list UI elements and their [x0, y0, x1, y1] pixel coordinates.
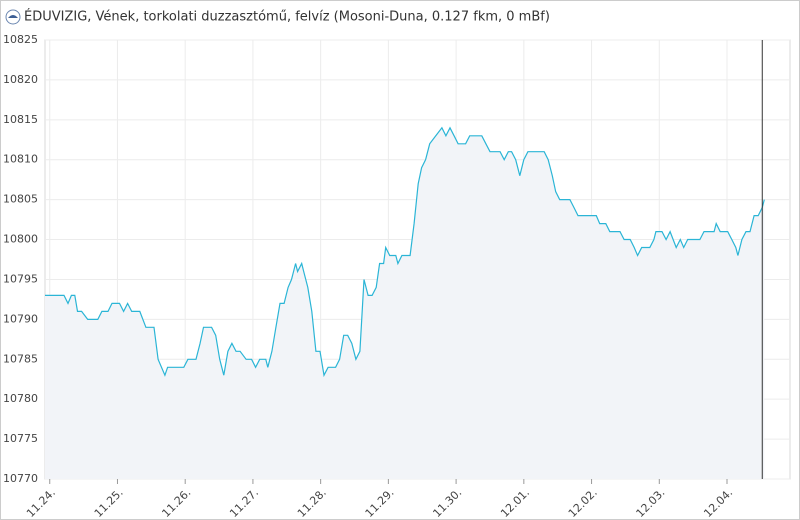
- line: [45, 126, 765, 378]
- y-tick-label: 10820: [3, 73, 38, 86]
- y-tick-label: 10800: [3, 233, 38, 246]
- y-tick-label: 10805: [3, 193, 38, 206]
- y-tick-label: 10825: [3, 33, 38, 46]
- y-tick-label: 10785: [3, 352, 38, 365]
- y-tick-label: 10770: [3, 472, 38, 485]
- y-tick-label: 10790: [3, 312, 38, 325]
- y-tick-label: 10780: [3, 392, 38, 405]
- chart-title: ÉDUVIZIG, Vének, torkolati duzzasztómű, …: [24, 9, 550, 25]
- y-tick-label: 10815: [3, 113, 38, 126]
- y-tick-label: 10775: [3, 432, 38, 445]
- y-tick-label: 10810: [3, 153, 38, 166]
- y-tick-label: 10795: [3, 272, 38, 285]
- logo: [5, 9, 21, 25]
